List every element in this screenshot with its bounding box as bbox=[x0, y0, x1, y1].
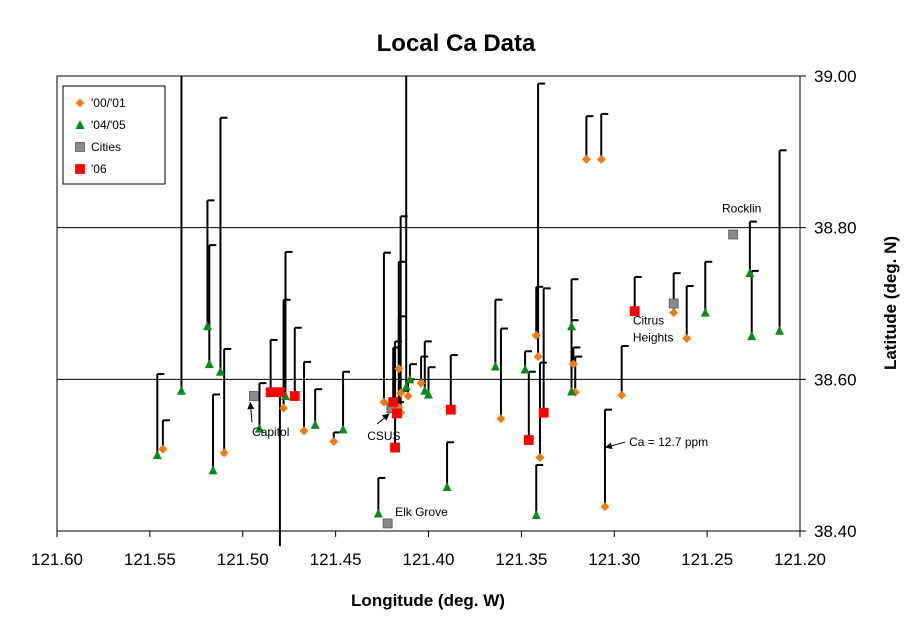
data-point bbox=[208, 465, 218, 475]
data-point bbox=[289, 391, 300, 401]
data-point bbox=[394, 364, 404, 374]
annotation-label: Ca = 12.7 ppm bbox=[629, 435, 708, 449]
data-point bbox=[158, 444, 168, 454]
data-point bbox=[265, 387, 276, 398]
data-point bbox=[490, 361, 500, 371]
annotation-label: Citrus bbox=[633, 314, 664, 328]
annotation-arrowhead bbox=[604, 442, 613, 450]
x-tick-label: 121.20 bbox=[774, 550, 826, 569]
data-point bbox=[388, 397, 399, 407]
data-point bbox=[152, 450, 162, 460]
data-point bbox=[176, 385, 186, 395]
x-tick-label: 121.25 bbox=[681, 550, 733, 569]
x-tick-label: 121.50 bbox=[217, 550, 269, 569]
ca-concentration-lines bbox=[156, 76, 787, 547]
x-tick-label: 121.60 bbox=[31, 550, 83, 569]
data-point bbox=[280, 391, 290, 401]
data-point bbox=[405, 374, 415, 384]
y-tick-label: 38.80 bbox=[814, 219, 857, 238]
data-point bbox=[254, 423, 264, 433]
legend: '00/'01 '04/'05 Cities '06 bbox=[62, 85, 166, 185]
data-point bbox=[445, 404, 456, 415]
data-point bbox=[403, 391, 413, 401]
data-point bbox=[329, 437, 339, 447]
annotations: Capitol CSUS Elk Grove Citrus Heights Rocklin… bbox=[247, 202, 761, 519]
x-tick-label: 121.30 bbox=[588, 550, 640, 569]
data-point bbox=[274, 387, 285, 398]
x-tick-label: 121.40 bbox=[403, 550, 455, 569]
data-point bbox=[204, 359, 214, 369]
data-point bbox=[629, 306, 640, 316]
data-point bbox=[379, 397, 389, 407]
data-point bbox=[617, 390, 627, 400]
data-point bbox=[568, 359, 578, 369]
data-point bbox=[299, 426, 309, 436]
annotation-label: Rocklin bbox=[722, 202, 761, 216]
data-point bbox=[310, 419, 320, 429]
data-point bbox=[538, 407, 549, 418]
data-point bbox=[533, 352, 543, 362]
data-markers bbox=[152, 154, 785, 529]
data-point bbox=[442, 482, 452, 492]
data-point bbox=[523, 435, 534, 445]
legend-marker bbox=[75, 164, 85, 174]
data-point bbox=[390, 442, 400, 453]
y-axis-ticks: 38.40 38.60 38.80 39.00 bbox=[800, 67, 857, 541]
data-point bbox=[496, 414, 506, 424]
data-point bbox=[392, 408, 402, 419]
y-axis-title: Latitude (deg. N) bbox=[881, 236, 900, 370]
data-point bbox=[728, 229, 739, 240]
data-point bbox=[567, 321, 577, 331]
data-point bbox=[668, 298, 679, 309]
x-tick-label: 121.45 bbox=[310, 550, 362, 569]
y-tick-label: 39.00 bbox=[814, 67, 857, 86]
y-tick-label: 38.60 bbox=[814, 370, 857, 389]
data-point bbox=[202, 321, 212, 331]
legend-entry: '04/'05 bbox=[91, 118, 126, 132]
data-point bbox=[600, 502, 610, 512]
data-point bbox=[747, 331, 757, 341]
x-axis-title: Longitude (deg. W) bbox=[351, 591, 505, 610]
data-point bbox=[531, 330, 541, 340]
x-tick-label: 121.35 bbox=[495, 550, 547, 569]
data-point bbox=[401, 381, 411, 391]
data-point bbox=[215, 366, 225, 376]
data-point bbox=[424, 389, 433, 399]
legend-marker bbox=[75, 120, 85, 129]
legend-entry: '00/'01 bbox=[91, 96, 126, 110]
annotation-arrowhead bbox=[247, 402, 255, 410]
data-point bbox=[338, 424, 348, 434]
data-point bbox=[596, 154, 606, 164]
data-point bbox=[279, 403, 289, 413]
legend-marker bbox=[75, 98, 85, 108]
annotation-label: Elk Grove bbox=[395, 505, 448, 519]
data-point bbox=[567, 386, 577, 396]
annotation-label: CSUS bbox=[367, 429, 400, 443]
data-point bbox=[219, 448, 229, 458]
x-tick-label: 121.55 bbox=[124, 550, 176, 569]
data-point bbox=[416, 378, 426, 388]
data-point bbox=[520, 364, 530, 374]
y-tick-label: 38.40 bbox=[814, 522, 857, 541]
data-point bbox=[531, 510, 541, 520]
annotation-label: Capitol bbox=[252, 425, 289, 439]
chart-title: Local Ca Data bbox=[377, 30, 536, 57]
annotation-label: Heights bbox=[633, 330, 674, 344]
data-point bbox=[248, 391, 259, 401]
data-point bbox=[581, 154, 591, 164]
data-point bbox=[745, 268, 755, 278]
x-axis-ticks: 121.60 121.55 121.50 121.45 121.40 121.35 121.… bbox=[31, 531, 826, 569]
data-point bbox=[775, 325, 785, 335]
data-point bbox=[382, 518, 393, 529]
data-point bbox=[682, 333, 692, 343]
data-point bbox=[373, 508, 383, 518]
data-point bbox=[669, 308, 679, 318]
legend-entry: Cities bbox=[91, 140, 121, 154]
legend-marker bbox=[75, 142, 85, 152]
annotation-arrowhead bbox=[381, 413, 390, 421]
legend-entry: '06 bbox=[91, 162, 107, 176]
data-point bbox=[700, 307, 710, 317]
data-point bbox=[535, 452, 545, 462]
